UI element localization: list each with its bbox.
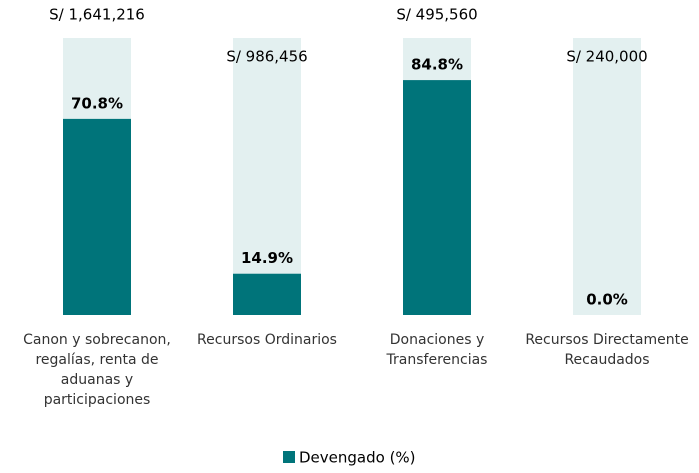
x-tick-label: Donaciones y Transferencias (386, 332, 488, 368)
value-label: 70.8% (71, 94, 123, 112)
budget-label: S/ 1,641,216 (49, 6, 145, 24)
bar (63, 118, 131, 315)
bar-track (233, 38, 301, 315)
bar (403, 80, 471, 315)
bar-track (573, 38, 641, 315)
legend-label: Devengado (%) (299, 449, 416, 467)
bar (233, 273, 301, 315)
x-tick-label: Recursos Ordinarios (197, 332, 337, 348)
value-label: 0.0% (586, 291, 628, 309)
legend-swatch (283, 451, 295, 463)
x-tick-label: Recursos Directamente Recaudados (525, 332, 689, 368)
budget-label: S/ 986,456 (226, 48, 307, 66)
budget-label: S/ 495,560 (396, 6, 477, 24)
value-label: 84.8% (411, 56, 463, 74)
x-tick-label: Canon y sobrecanon, regalías, renta de a… (23, 332, 171, 408)
budget-label: S/ 240,000 (566, 48, 647, 66)
value-label: 14.9% (241, 249, 293, 267)
